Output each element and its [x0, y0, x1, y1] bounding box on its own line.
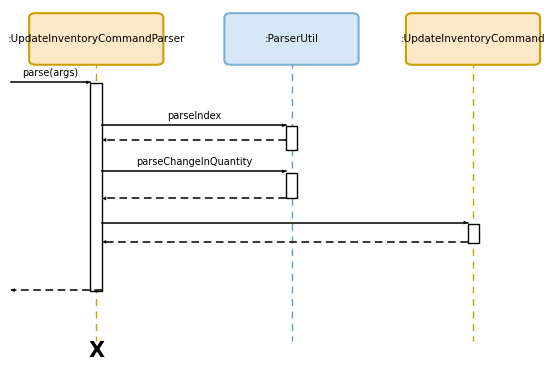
Bar	[286, 173, 297, 198]
Text: X: X	[88, 341, 104, 361]
Text: :UpdateInventoryCommandParser: :UpdateInventoryCommandParser	[8, 34, 185, 44]
Text: :UpdateInventoryCommand: :UpdateInventoryCommand	[401, 34, 545, 44]
Bar	[286, 126, 297, 150]
Text: parseChangeInQuantity: parseChangeInQuantity	[136, 157, 252, 167]
FancyBboxPatch shape	[224, 13, 359, 65]
Text: :ParserUtil: :ParserUtil	[265, 34, 318, 44]
FancyBboxPatch shape	[406, 13, 540, 65]
Text: parseIndex: parseIndex	[167, 111, 221, 121]
Bar	[90, 83, 102, 291]
FancyBboxPatch shape	[29, 13, 163, 65]
Text: parse(args): parse(args)	[23, 68, 79, 78]
Bar	[468, 224, 478, 243]
